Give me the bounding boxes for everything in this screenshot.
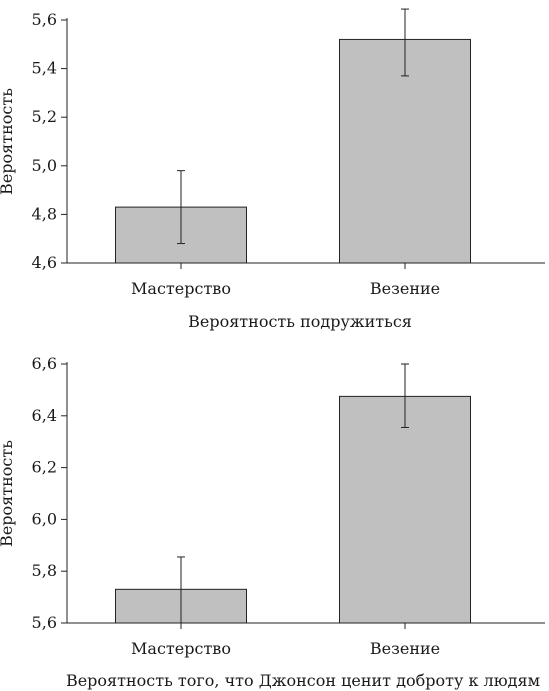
x-tick-label: Везение — [370, 279, 440, 298]
y-tick-label: 4,6 — [32, 253, 57, 272]
y-tick-label: 5,4 — [32, 59, 57, 78]
x-tick-label: Мастерство — [131, 279, 231, 298]
y-axis-title: Вероятность — [0, 440, 16, 547]
y-tick-label: 6,6 — [32, 354, 57, 373]
y-tick-label: 6,0 — [32, 509, 57, 528]
x-axis-title: Вероятность того, что Джонсон ценит добр… — [66, 671, 540, 690]
x-tick-label: Мастерство — [131, 639, 231, 658]
y-tick-label: 6,2 — [32, 458, 57, 477]
bar-vezenie — [339, 38, 471, 264]
y-tick-label: 5,0 — [32, 156, 57, 175]
chart-1: 4,6 4,8 5,0 5,2 5,4 5,6 Мастерство Везение Вероя… — [0, 8, 545, 331]
chart-2: 5,6 5,8 6,0 6,2 6,4 6,6 Мастерство Везение Вероя… — [0, 354, 545, 690]
x-axis-title: Вероятность подружиться — [188, 312, 412, 331]
y-tick-label: 5,8 — [32, 561, 57, 580]
y-tick-label: 5,2 — [32, 107, 57, 126]
x-tick-label: Везение — [370, 639, 440, 658]
y-tick-label: 4,8 — [32, 204, 57, 223]
bar-vezenie — [339, 395, 471, 624]
y-tick-label: 6,4 — [32, 406, 57, 425]
y-tick-label: 5,6 — [32, 10, 57, 29]
y-tick-label: 5,6 — [32, 613, 57, 632]
y-axis-title: Вероятность — [0, 88, 16, 195]
